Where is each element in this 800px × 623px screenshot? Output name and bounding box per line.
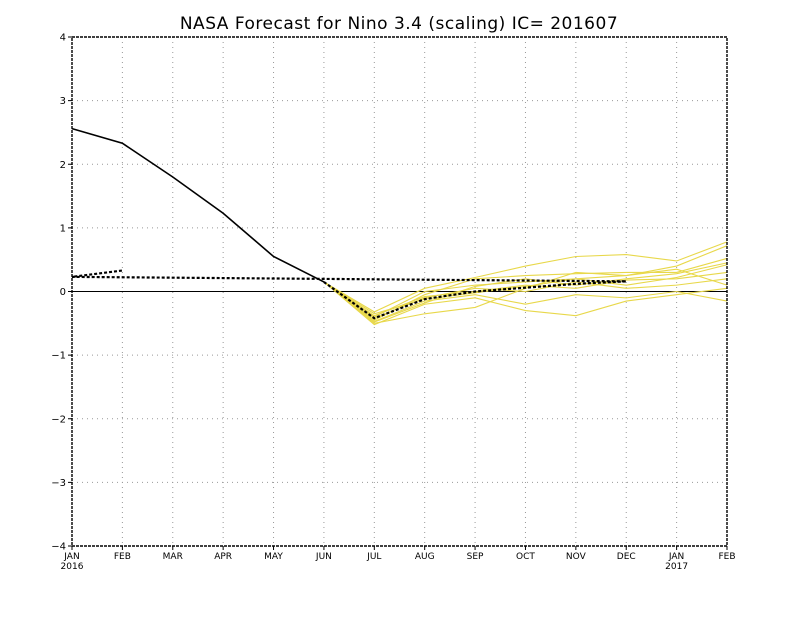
ensemble-mean-series <box>71 269 627 320</box>
x-year-label: 2017 <box>665 562 688 572</box>
x-tick-label: AUG <box>415 552 435 562</box>
ensemble-mean-line <box>71 269 627 320</box>
x-tick-label: FEB <box>718 552 735 562</box>
observed-series <box>71 127 325 283</box>
y-tick-label: 2 <box>60 160 66 171</box>
x-tick-label: FEB <box>114 552 131 562</box>
y-axis: 4 3 2 1 0 −1 −2 −3 −4 <box>51 33 72 553</box>
observed-line <box>71 127 325 283</box>
x-tick-label: SEP <box>467 552 484 562</box>
x-tick-label: JAN <box>668 552 684 562</box>
y-tick-label: 0 <box>60 287 66 298</box>
ensemble-member-line-10 <box>323 262 728 323</box>
ensemble-member-line-4 <box>323 281 728 326</box>
y-tick-label: 1 <box>60 223 66 234</box>
x-tick-label: MAR <box>163 552 183 562</box>
y-tick-label: 4 <box>60 33 66 44</box>
chart-title: NASA Forecast for Nino 3.4 (scaling) IC=… <box>180 14 618 34</box>
y-tick-label: −4 <box>51 542 66 553</box>
y-tick-label: −1 <box>51 351 66 362</box>
ensemble-member-line-1 <box>323 241 728 313</box>
x-tick-label: APR <box>214 552 232 562</box>
x-tick-label: JUL <box>366 552 381 562</box>
ensemble-member-line-9 <box>323 268 728 315</box>
y-tick-label: 3 <box>60 96 66 107</box>
y-tick-label: −3 <box>51 478 66 489</box>
ensemble-member-line-7 <box>323 281 728 323</box>
x-tick-label: JUN <box>315 552 332 562</box>
x-tick-label: NOV <box>566 552 587 562</box>
x-tick-label: MAY <box>264 552 283 562</box>
x-tick-label: JAN <box>63 552 79 562</box>
y-tick-label: −2 <box>51 414 66 425</box>
x-tick-label: OCT <box>516 552 535 562</box>
x-tick-label: DEC <box>617 552 636 562</box>
x-year-label: 2016 <box>61 562 84 572</box>
